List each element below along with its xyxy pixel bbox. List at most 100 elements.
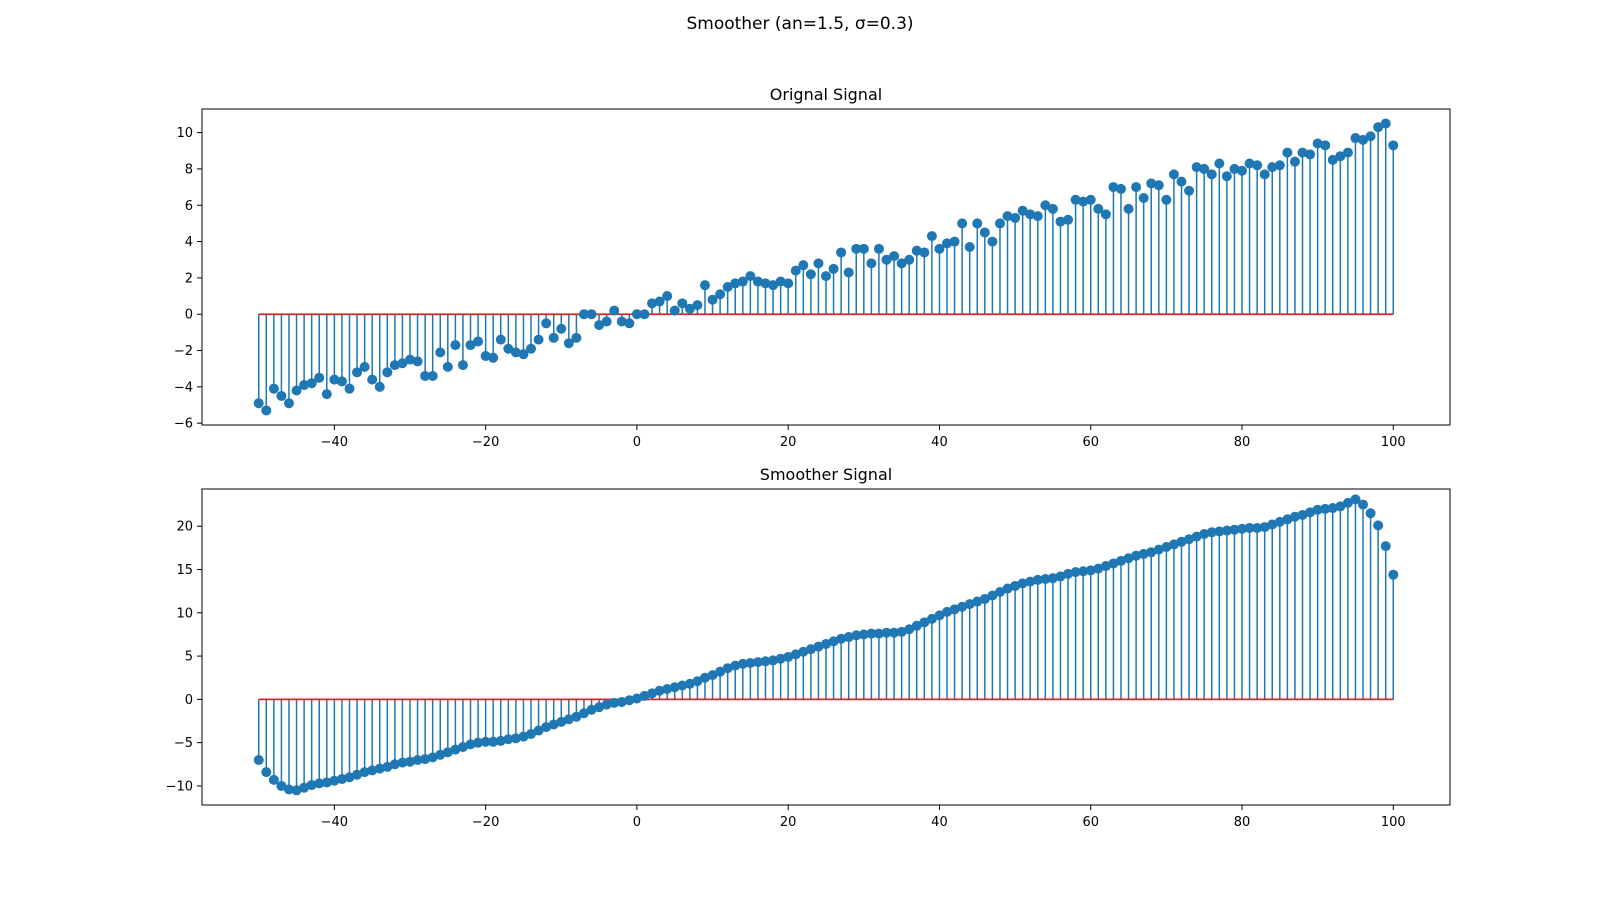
original-y-tick-label: 8 bbox=[185, 162, 193, 177]
original-stem-marker bbox=[624, 318, 635, 329]
original-stem-marker bbox=[1153, 180, 1164, 191]
smoother-stem-marker bbox=[306, 780, 317, 791]
original-stem-marker bbox=[1002, 211, 1013, 222]
original-stem-marker bbox=[435, 347, 446, 358]
original-stem-marker bbox=[253, 398, 264, 409]
figure-title: Smoother (an=1.5, σ=0.3) bbox=[686, 14, 914, 34]
smoother-stem-marker bbox=[647, 688, 658, 699]
original-stem-marker bbox=[1191, 162, 1202, 173]
original-stem-marker bbox=[518, 349, 529, 360]
original-stem-marker bbox=[1282, 147, 1293, 158]
smoother-stem-marker bbox=[1199, 529, 1210, 540]
original-stem-marker bbox=[1025, 209, 1036, 220]
smoother-stem-marker bbox=[821, 638, 831, 649]
original-stem-marker bbox=[972, 218, 983, 229]
smoother-x-tick-label: −40 bbox=[321, 815, 348, 830]
smoother-stem-marker bbox=[442, 747, 453, 758]
original-stem-marker bbox=[1259, 169, 1270, 180]
smoother-stem-marker bbox=[889, 627, 900, 638]
smoother-stem-marker bbox=[631, 693, 642, 704]
smoother-y-tick-label: 15 bbox=[176, 563, 193, 578]
original-stem-marker bbox=[578, 309, 589, 320]
smoother-stem-marker bbox=[1108, 558, 1119, 569]
original-stem-marker bbox=[329, 374, 340, 385]
original-stem-marker bbox=[1108, 182, 1119, 193]
original-y-tick-label: 2 bbox=[185, 271, 193, 286]
smoother-stem-marker bbox=[1153, 544, 1164, 555]
original-stem-marker bbox=[1078, 196, 1089, 207]
original-stem-marker bbox=[1274, 160, 1285, 171]
original-stem-marker bbox=[1168, 169, 1179, 180]
smoother-stem-marker bbox=[1032, 574, 1043, 585]
original-stem-marker bbox=[1070, 194, 1081, 205]
original-stem-marker bbox=[503, 343, 514, 354]
original-stem-marker bbox=[1350, 133, 1361, 144]
smoother-stem-marker bbox=[843, 632, 854, 643]
smoother-y-tick-label: 5 bbox=[185, 650, 193, 665]
smoother-stem-marker bbox=[1327, 503, 1338, 514]
original-stem-marker bbox=[722, 281, 733, 292]
original-stem-marker bbox=[692, 300, 703, 311]
original-stem-marker bbox=[594, 320, 605, 331]
smoother-stem-marker bbox=[1176, 536, 1187, 547]
original-stem-marker bbox=[450, 340, 461, 351]
original-stem-marker bbox=[533, 334, 544, 345]
smoother-stem-marker bbox=[669, 682, 680, 693]
smoother-stem-marker bbox=[253, 754, 264, 765]
smoother-stem-marker bbox=[450, 744, 461, 755]
smoother-stem-marker bbox=[1342, 497, 1353, 508]
smoother-stem-marker bbox=[1063, 568, 1074, 579]
smoother-stem-marker bbox=[321, 777, 332, 788]
original-stem-marker bbox=[994, 218, 1005, 229]
original-stem-marker bbox=[1017, 205, 1028, 216]
original-stem-marker bbox=[1358, 134, 1369, 145]
original-stem-marker bbox=[1085, 194, 1096, 205]
smoother-stem-marker bbox=[541, 722, 552, 733]
original-stem-marker bbox=[397, 358, 408, 369]
smoother-stem-marker bbox=[533, 725, 544, 736]
smoother-y-tick-label: −10 bbox=[166, 779, 193, 794]
original-stem-marker bbox=[1063, 214, 1074, 225]
smoother-stem-marker bbox=[949, 604, 960, 615]
original-stem-marker bbox=[707, 294, 718, 305]
original-x-tick-label: 20 bbox=[780, 435, 797, 450]
original-stem-marker bbox=[306, 378, 317, 389]
original-stem-marker bbox=[344, 383, 355, 394]
smoother-axes-frame bbox=[201, 488, 1451, 806]
smoother-stem-marker bbox=[1100, 561, 1111, 572]
original-stem-marker bbox=[1312, 138, 1323, 149]
smoother-stem-marker bbox=[919, 617, 930, 628]
smoother-stem-marker bbox=[1358, 499, 1369, 510]
smoother-stem-marker bbox=[790, 649, 801, 660]
original-x-tick-label: 40 bbox=[931, 435, 948, 450]
original-x-tick-label: 100 bbox=[1381, 435, 1406, 450]
smoother-stem-marker bbox=[1244, 522, 1255, 533]
original-stem-marker bbox=[942, 238, 953, 249]
original-stem-marker bbox=[805, 269, 816, 280]
smoother-stem-marker bbox=[1229, 524, 1240, 535]
smoother-stem-marker bbox=[624, 695, 635, 706]
smoother-x-tick-label: −20 bbox=[472, 815, 499, 830]
smoother-stem-marker bbox=[382, 761, 393, 772]
smoother-stem-marker bbox=[896, 626, 907, 637]
original-x-tick-label: −20 bbox=[472, 435, 499, 450]
original-stem-marker bbox=[1184, 185, 1195, 196]
original-stem-marker bbox=[389, 360, 400, 371]
original-x-tick-label: 0 bbox=[633, 435, 641, 450]
original-stem-marker bbox=[866, 258, 877, 269]
original-stem-marker bbox=[412, 356, 423, 367]
original-stem-marker bbox=[563, 338, 574, 349]
smoother-stem-marker bbox=[1115, 555, 1126, 566]
smoother-stem-marker bbox=[397, 757, 408, 768]
original-stem-marker bbox=[654, 296, 665, 307]
original-stem-marker bbox=[752, 276, 763, 287]
smoother-stem-marker bbox=[911, 620, 922, 631]
smoother-stem-marker bbox=[336, 774, 347, 785]
smoother-stem-marker bbox=[752, 657, 763, 668]
smoother-stem-marker bbox=[1161, 542, 1172, 553]
smoother-stem-marker bbox=[616, 696, 627, 707]
original-stem-marker bbox=[873, 243, 884, 254]
smoother-stem-marker bbox=[1184, 534, 1195, 545]
original-stem-marker bbox=[1237, 165, 1247, 176]
